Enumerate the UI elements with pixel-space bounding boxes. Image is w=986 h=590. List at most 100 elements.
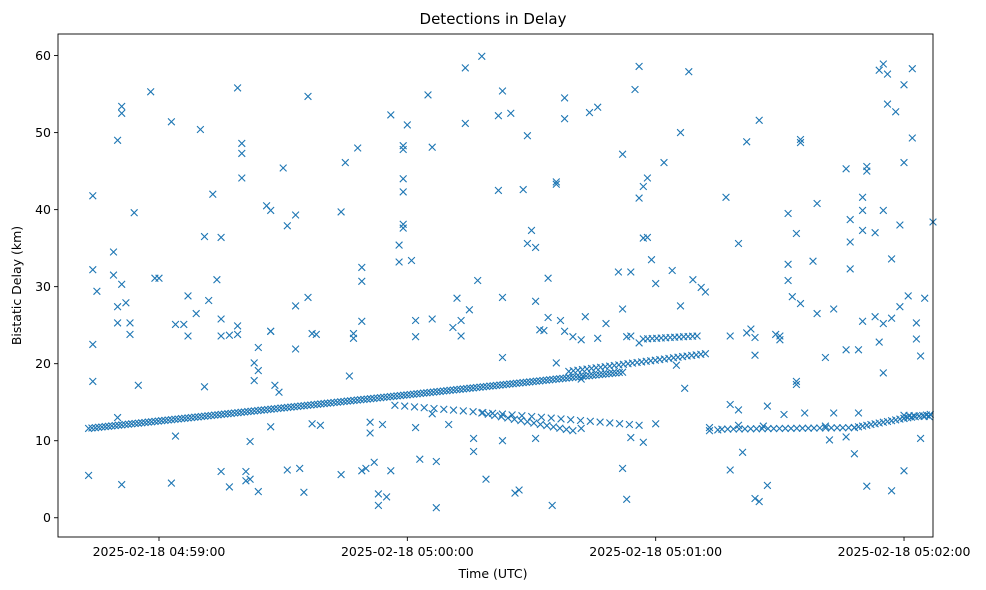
- data-point: [518, 411, 526, 420]
- data-point: [469, 407, 477, 416]
- y-axis: 0 10 20 30 40 50 60: [35, 48, 58, 525]
- data-points: [84, 52, 937, 512]
- data-point: [494, 111, 503, 120]
- data-point: [358, 467, 366, 475]
- data-point: [883, 100, 892, 108]
- y-tick-label: 40: [35, 202, 51, 217]
- data-point: [842, 433, 850, 441]
- data-point: [755, 497, 763, 506]
- data-point: [358, 263, 366, 272]
- data-point: [122, 299, 130, 307]
- data-point: [89, 377, 97, 386]
- data-point: [217, 315, 225, 323]
- data-point: [497, 413, 506, 421]
- data-point: [440, 405, 448, 414]
- data-point: [171, 415, 179, 424]
- data-point: [879, 206, 888, 215]
- data-point: [184, 414, 192, 422]
- data-point: [510, 415, 519, 424]
- data-point: [491, 411, 499, 420]
- data-point: [498, 436, 507, 445]
- data-point: [210, 411, 219, 419]
- data-point: [423, 389, 431, 397]
- data-point: [668, 266, 676, 275]
- data-point: [606, 419, 614, 427]
- data-point: [244, 407, 252, 416]
- data-point: [763, 402, 772, 410]
- data-point: [113, 136, 122, 145]
- data-point: [891, 108, 900, 116]
- data-point: [492, 381, 501, 390]
- data-point: [627, 268, 635, 276]
- data-point: [622, 495, 631, 504]
- y-tick-label: 60: [35, 48, 51, 63]
- data-point: [577, 336, 585, 344]
- data-point: [224, 409, 232, 418]
- data-point: [154, 417, 163, 425]
- data-point: [270, 405, 279, 413]
- data-point: [549, 423, 558, 431]
- data-point: [137, 419, 146, 427]
- data-point: [552, 180, 561, 188]
- data-point: [734, 239, 743, 248]
- data-point: [300, 401, 308, 410]
- data-point: [729, 425, 738, 433]
- data-point: [399, 141, 407, 150]
- data-point: [194, 413, 202, 421]
- data-point: [304, 92, 312, 101]
- data-point: [920, 294, 929, 302]
- data-point: [502, 380, 511, 389]
- data-point: [900, 467, 908, 475]
- data-point: [263, 405, 272, 414]
- data-point: [618, 305, 627, 313]
- data-point: [854, 409, 863, 417]
- data-point: [307, 401, 315, 409]
- data-point: [180, 320, 188, 329]
- data-point: [509, 379, 517, 388]
- data-point: [549, 375, 557, 384]
- data-point: [461, 119, 470, 128]
- data-point: [113, 302, 122, 311]
- data-point: [387, 467, 395, 475]
- data-point: [701, 288, 710, 296]
- data-point: [200, 232, 209, 241]
- data-point: [94, 423, 103, 432]
- data-point: [900, 81, 908, 89]
- data-point: [784, 276, 792, 285]
- data-point: [465, 306, 474, 314]
- data-point: [515, 486, 523, 494]
- data-point: [759, 422, 768, 430]
- data-point: [353, 396, 362, 404]
- data-point: [466, 384, 474, 392]
- data-point: [858, 206, 867, 215]
- data-point: [523, 418, 532, 426]
- data-point: [705, 426, 714, 435]
- data-point: [370, 458, 378, 467]
- data-point: [399, 188, 407, 196]
- data-point: [912, 319, 921, 327]
- data-point: [635, 339, 643, 347]
- data-point: [535, 377, 544, 385]
- data-point: [233, 84, 242, 92]
- y-tick-label: 10: [35, 433, 51, 448]
- data-point: [473, 276, 482, 285]
- data-point: [651, 279, 660, 288]
- data-point: [453, 294, 461, 302]
- data-point: [527, 412, 536, 421]
- data-point: [846, 215, 854, 224]
- data-point: [177, 414, 186, 423]
- data-point: [326, 399, 335, 407]
- data-point: [383, 393, 391, 401]
- data-point: [781, 424, 790, 433]
- data-point: [705, 423, 714, 432]
- data-point: [233, 322, 242, 330]
- data-point: [751, 351, 759, 359]
- data-point: [854, 346, 863, 354]
- data-point: [111, 421, 119, 430]
- data-point: [457, 316, 465, 325]
- data-point: [310, 400, 318, 409]
- data-point: [266, 327, 275, 336]
- data-point: [89, 265, 97, 274]
- data-point: [900, 158, 908, 167]
- data-point: [498, 410, 507, 418]
